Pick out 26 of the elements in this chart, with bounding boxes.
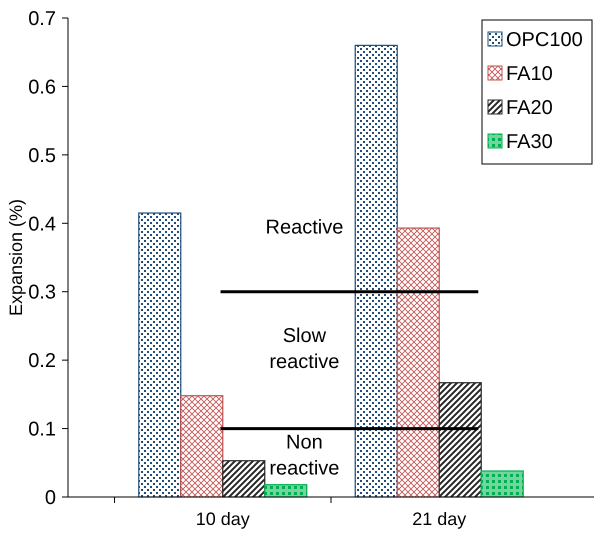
bar xyxy=(438,382,482,498)
bar xyxy=(138,212,182,498)
bar xyxy=(180,395,224,498)
y-tick-label: 0.5 xyxy=(28,144,56,167)
x-tick-label: 10 day xyxy=(196,509,250,529)
annotation: Slow reactive xyxy=(269,325,340,374)
y-axis-title: Expansion (%) xyxy=(6,198,26,316)
legend-label: FA10 xyxy=(506,63,553,85)
y-tick-label: 0.3 xyxy=(28,282,56,304)
x-tick-label: 21 day xyxy=(412,509,466,529)
annotation: Reactive xyxy=(266,216,344,239)
bar xyxy=(354,44,398,498)
y-tick-label: 0 xyxy=(44,487,56,509)
legend-label: FA30 xyxy=(506,131,553,153)
legend-label: OPC100 xyxy=(506,29,583,51)
bar xyxy=(480,470,524,498)
y-tick-label: 0.1 xyxy=(28,418,56,441)
bar xyxy=(264,484,308,498)
bar xyxy=(396,227,440,498)
annotation: Non reactive xyxy=(269,432,340,480)
y-tick-label: 0.7 xyxy=(28,8,56,30)
y-tick-label: 0.6 xyxy=(28,76,56,98)
y-tick-label: 0.4 xyxy=(28,213,56,236)
bar xyxy=(222,460,266,498)
y-tick-label: 0.2 xyxy=(28,350,56,372)
legend-label: FA20 xyxy=(506,97,553,119)
